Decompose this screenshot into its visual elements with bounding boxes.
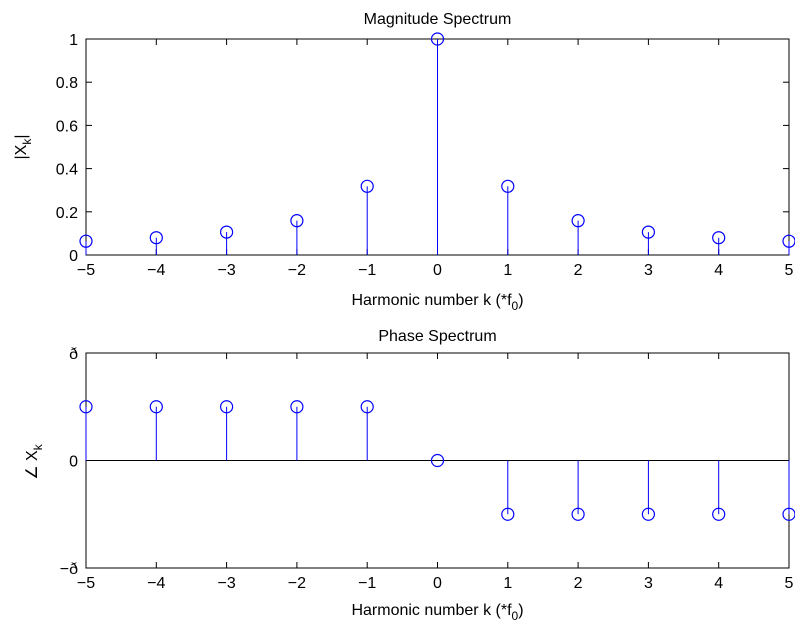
y-tick-label: 0: [69, 454, 78, 471]
x-tick-label: 2: [574, 575, 583, 592]
x-tick-label: −2: [288, 575, 306, 592]
stem-marker: [149, 231, 163, 245]
stem-marker: [79, 234, 93, 248]
y-tick-label: −ð: [60, 561, 78, 578]
magnitude-xlabel: Harmonic number k (*f0): [351, 292, 523, 313]
x-tick-label: 2: [574, 262, 583, 279]
stem-marker: [430, 32, 445, 46]
magnitude-title: Magnitude Spectrum: [364, 11, 512, 28]
stem-marker: [149, 400, 163, 414]
stem-marker: [360, 400, 374, 414]
stem-marker: [712, 231, 726, 245]
magnitude-spectrum-plot: Magnitude Spectrum Harmonic number k (*f…: [13, 11, 795, 313]
phase-marks: −5 −4 −3 −2 −1 0 1 2 3 4 5 −ð 0 ð: [60, 346, 795, 592]
stem-marker: [290, 214, 304, 228]
x-tick-label: 4: [714, 575, 723, 592]
x-tick-label: 1: [503, 575, 512, 592]
x-tick-label: 3: [644, 262, 653, 279]
x-tick-label: 0: [433, 262, 442, 279]
stem-marker: [782, 234, 795, 248]
y-tick-label: 0.8: [56, 75, 78, 92]
stem-marker: [641, 225, 656, 239]
stem-marker: [79, 400, 93, 414]
stem-marker: [501, 179, 515, 193]
stem-marker: [220, 225, 234, 239]
x-tick-label: −4: [147, 575, 165, 592]
x-tick-label: −4: [147, 262, 165, 279]
y-tick-label: 0.6: [56, 118, 78, 135]
x-tick-label: 0: [433, 575, 442, 592]
y-tick-label: 0: [69, 248, 78, 265]
stem-marker: [712, 507, 726, 521]
stem-marker: [782, 507, 795, 521]
x-tick-label: 5: [785, 575, 794, 592]
phase-title: Phase Spectrum: [378, 328, 496, 345]
magnitude-marks: −5 −4 −3 −2 −1 0 1 2 3 4 5 0 0.2 0.4 0.6 0.8 1: [56, 32, 795, 279]
stem-marker: [290, 400, 304, 414]
y-tick-label: 0.2: [56, 205, 78, 222]
x-tick-label: 3: [644, 575, 653, 592]
x-tick-label: −1: [358, 575, 376, 592]
stem-marker: [360, 179, 374, 193]
x-tick-label: −2: [288, 262, 306, 279]
stem-marker: [501, 507, 515, 521]
y-tick-label: 1: [69, 32, 78, 49]
stem-marker: [571, 507, 585, 521]
stem-marker: [641, 507, 656, 521]
x-tick-label: −1: [358, 262, 376, 279]
phase-ylabel: ∠ Xk: [24, 443, 45, 479]
stem-marker: [220, 400, 234, 414]
phase-xlabel: Harmonic number k (*f0): [351, 602, 523, 623]
x-tick-label: −3: [217, 575, 235, 592]
x-tick-label: −5: [77, 262, 95, 279]
stem-marker: [571, 214, 585, 228]
magnitude-ylabel: |Xk|: [13, 135, 34, 160]
y-tick-label: ð: [69, 346, 78, 363]
x-tick-label: 5: [785, 262, 794, 279]
x-tick-label: −3: [217, 262, 235, 279]
x-tick-label: 4: [714, 262, 723, 279]
y-tick-label: 0.4: [56, 162, 78, 179]
stem-marker: [430, 453, 445, 468]
x-tick-label: 1: [503, 262, 512, 279]
phase-spectrum-plot: Phase Spectrum Harmonic number k (*f0) ∠…: [24, 328, 795, 623]
x-tick-label: −5: [77, 575, 95, 592]
